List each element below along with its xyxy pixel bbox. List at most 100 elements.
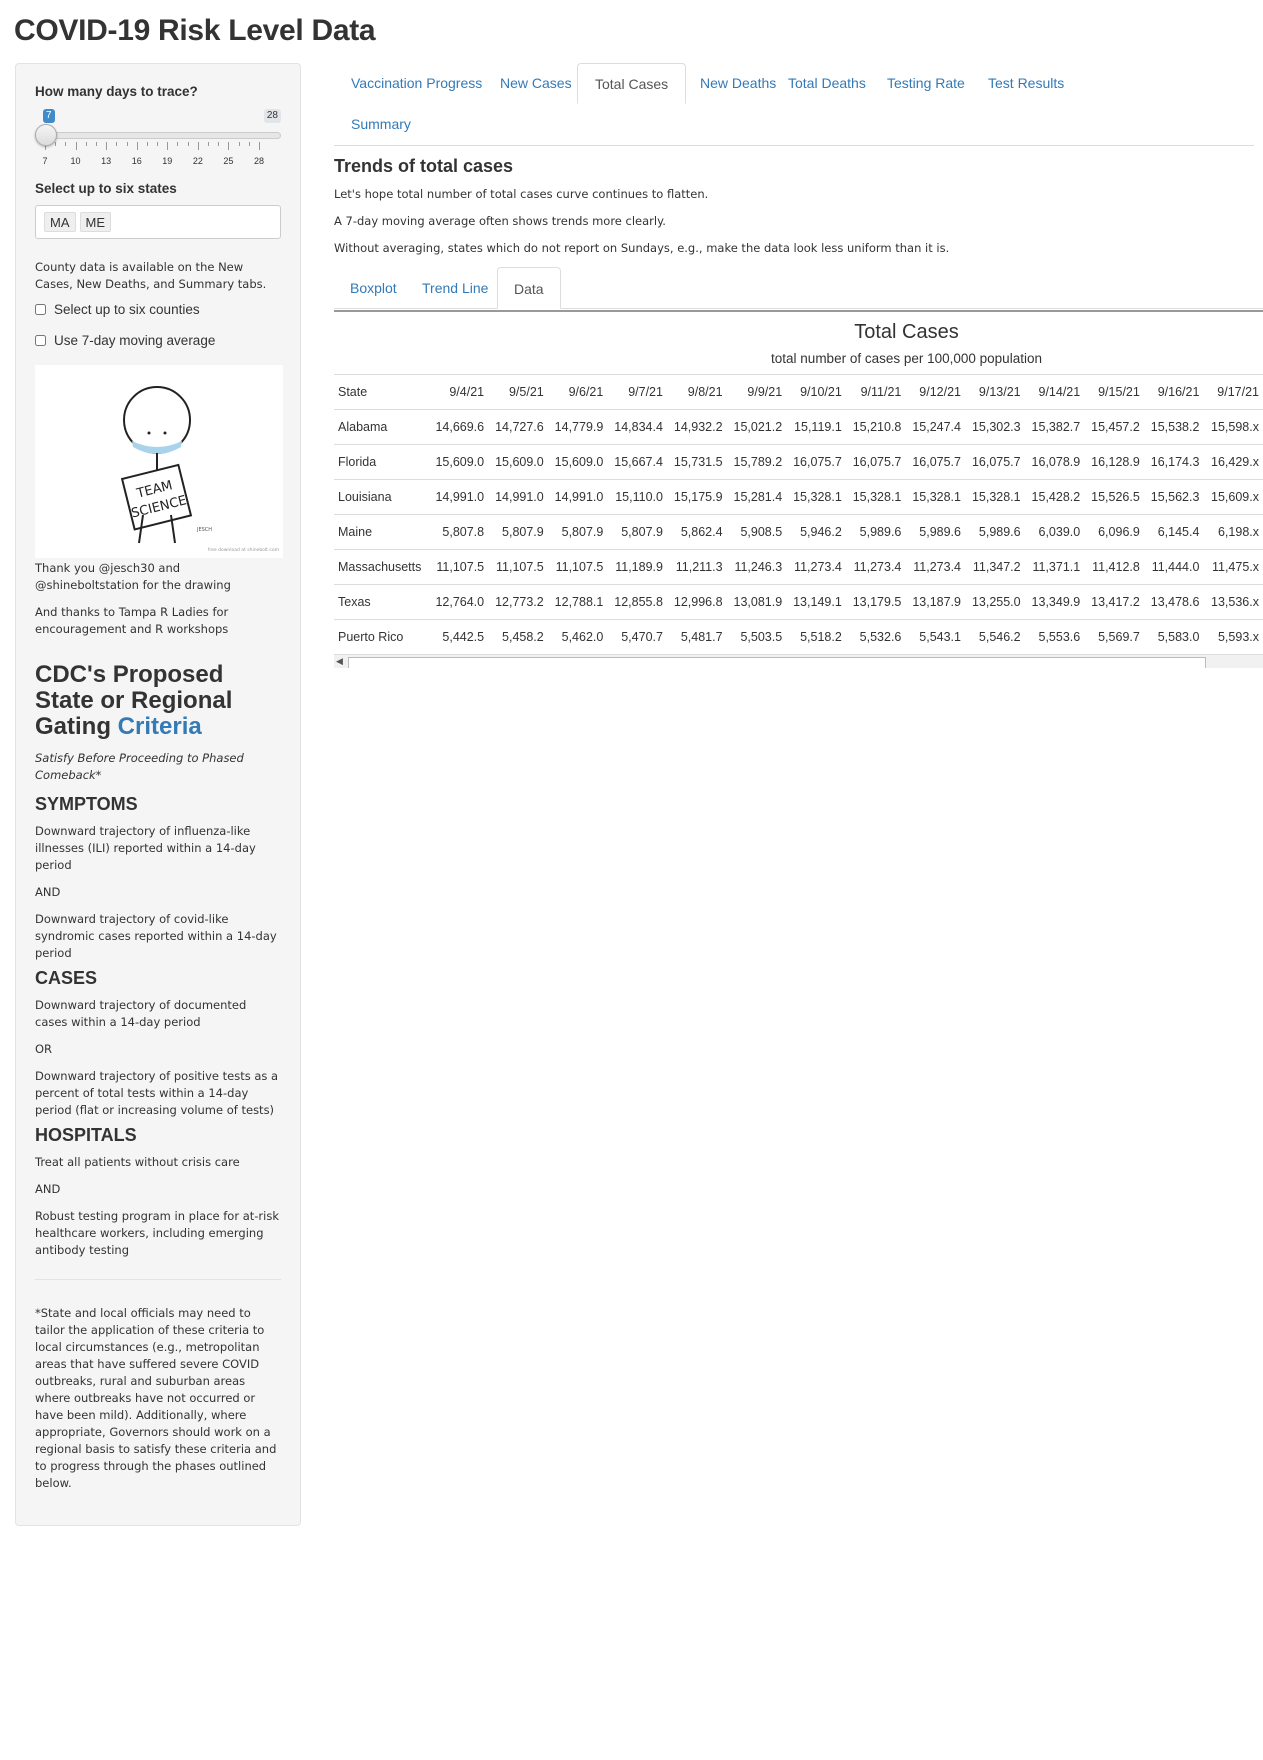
column-header: 9/9/21 [726,374,787,410]
team-science-drawing: TEAM SCIENCE JESCH free download at shin… [35,365,283,558]
state-tag[interactable]: MA [44,212,76,232]
column-header: 9/11/21 [845,374,906,410]
table-cell: 5,989.6 [845,514,906,550]
slider-handle[interactable] [35,124,57,146]
main-tabs: Vaccination Progress New Cases Total Cases… [334,63,1254,146]
scroll-left-icon[interactable]: ◀ [336,656,343,666]
slider-tick [187,142,189,146]
table-cell: 6,198.x [1203,514,1263,550]
table-subtitle: total number of cases per 100,000 popula… [771,351,1042,366]
view-subtabs: Boxplot Trend Line Data [334,267,1263,309]
subtab-trend-line[interactable]: Trend Line [422,280,489,296]
slider-tick-label: 13 [101,156,112,166]
page-title: COVID-19 Risk Level Data [14,14,376,47]
table-cell: 15,328.1 [905,479,965,515]
thanks-tampa: And thanks to Tampa R Ladies for encoura… [35,605,229,636]
table-cell: 14,991.0 [547,479,608,515]
table-row: Florida 15,609.0 15,609.0 15,609.0 15,667.4 1… [334,444,1263,480]
days-slider[interactable]: 7 28 7 10 13 16 19 22 25 28 [35,105,281,179]
slider-tick [167,142,169,150]
select-counties-label: Select up to six counties [54,302,200,317]
column-header: 9/17/21 [1203,374,1263,410]
table-cell-state: Massachusetts [334,549,429,585]
table-cell: 12,764.0 [428,584,489,620]
slider-tick [218,142,220,146]
table-cell: 15,731.5 [666,444,727,480]
slider-tick [75,142,77,150]
main-panel: Vaccination Progress New Cases Total Cases… [334,63,1263,668]
table-cell: 11,189.9 [607,549,667,585]
table-cell: 14,727.6 [488,409,548,445]
table-cell: 15,609.0 [428,444,489,480]
state-tag[interactable]: ME [79,212,111,232]
slider-track[interactable] [41,132,281,139]
slider-tick [157,142,159,146]
tab-new-deaths[interactable]: New Deaths [700,75,777,91]
data-table-container: Total Cases total number of cases per 10… [334,310,1263,668]
moving-average-checkbox[interactable] [35,335,46,346]
scrollbar-thumb[interactable] [348,657,1206,668]
slider-tick [259,142,260,150]
tab-testing-rate[interactable]: Testing Rate [887,75,965,91]
states-select-input[interactable]: MA ME [35,205,281,239]
slider-max-value: 28 [263,109,281,123]
states-label: Select up to six states [35,181,177,196]
table-cell: 5,807.8 [428,514,489,550]
slider-tick [208,142,210,146]
intro-p2: A 7-day moving average often shows trend… [334,214,666,228]
slider-tick-label: 22 [192,156,203,166]
footnote: *State and local officials may need to t… [35,1306,277,1490]
table-cell: 5,989.6 [965,514,1025,550]
hospitals-p2: Robust testing program in place for at-r… [35,1209,280,1257]
table-cell: 13,179.5 [845,584,906,620]
table-cell-state: Florida [334,444,429,480]
tab-vaccination-progress[interactable]: Vaccination Progress [351,75,483,91]
slider-tick [248,142,250,146]
table-cell: 12,773.2 [488,584,548,620]
subtab-data[interactable]: Data [497,267,561,309]
table-cell: 5,442.5 [428,619,489,655]
cdc-heading: CDC's Proposed State or Regional Gating … [35,661,233,740]
table-cell: 5,583.0 [1143,619,1204,655]
table-cell: 15,457.2 [1084,409,1144,445]
symptoms-conj: AND [35,885,61,899]
criteria-link[interactable]: Criteria [117,713,202,740]
moving-average-checkbox-row[interactable]: Use 7-day moving average [35,333,281,348]
sidebar-panel: How many days to trace? 7 28 7 10 13 16 19 22… [15,63,301,1526]
table-cell: 5,458.2 [488,619,548,655]
slider-tick-label: 28 [253,156,265,166]
slider-tick-label: 25 [223,156,234,166]
cases-p2: Downward trajectory of positive tests as… [35,1069,279,1117]
slider-tick [197,142,199,150]
slider-tick [95,142,97,146]
table-cell: 14,991.0 [428,479,489,515]
column-header: 9/14/21 [1024,374,1085,410]
tab-summary[interactable]: Summary [351,116,411,132]
table-cell: 12,996.8 [666,584,727,620]
table-cell: 15,667.4 [607,444,667,480]
column-header: 9/8/21 [666,374,727,410]
select-counties-checkbox[interactable] [35,304,46,315]
subtab-boxplot[interactable]: Boxplot [350,280,397,296]
table-cell: 5,569.7 [1084,619,1144,655]
county-note: County data is available on the New Case… [35,260,267,291]
tab-total-cases[interactable]: Total Cases [577,63,687,104]
slider-tick-label: 10 [70,156,81,166]
tab-total-deaths[interactable]: Total Deaths [788,75,866,91]
table-cell: 5,462.0 [547,619,608,655]
table-cell: 11,246.3 [726,549,787,585]
drawing-credit: free download at shinebolt.com [208,547,279,553]
slider-tick [65,142,67,146]
horizontal-scrollbar[interactable]: ◀ [334,654,1263,668]
table-cell: 16,075.7 [786,444,846,480]
table-row: Maine 5,807.8 5,807.9 5,807.9 5,807.9 5,862.4… [334,514,1263,550]
hospitals-heading: HOSPITALS [35,1125,137,1145]
moving-average-label: Use 7-day moving average [54,333,216,348]
table-cell: 15,328.1 [965,479,1025,515]
tab-test-results[interactable]: Test Results [988,75,1065,91]
hospitals-conj: AND [35,1182,61,1196]
slider-tick [85,142,87,146]
select-counties-checkbox-row[interactable]: Select up to six counties [35,302,281,317]
tab-new-cases[interactable]: New Cases [500,75,572,91]
table-cell: 13,187.9 [905,584,965,620]
